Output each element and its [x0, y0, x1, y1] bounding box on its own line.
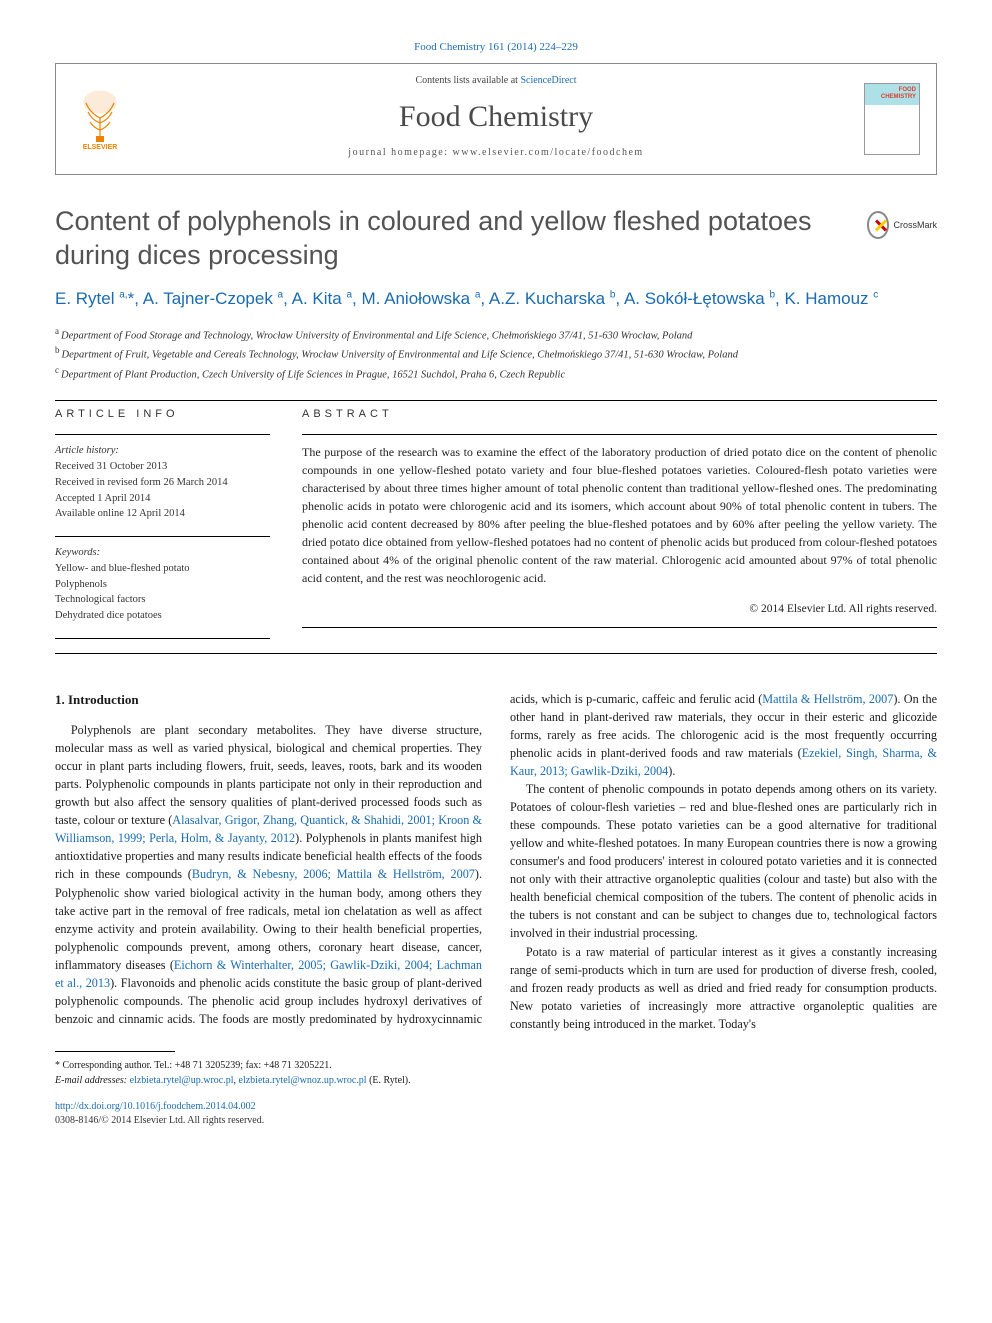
abstract-copyright: © 2014 Elsevier Ltd. All rights reserved…	[302, 601, 937, 617]
cover-thumb-icon	[864, 83, 920, 155]
email-line: E-mail addresses: elzbieta.rytel@up.wroc…	[55, 1073, 937, 1088]
keywords-block: Keywords: Yellow- and blue-fleshed potat…	[55, 545, 270, 624]
journal-header-box: ELSEVIER Contents lists available at Sci…	[55, 63, 937, 175]
elsevier-tree-icon: ELSEVIER	[72, 88, 128, 150]
abstract-header: ABSTRACT	[302, 407, 937, 422]
abstract-column: ABSTRACT The purpose of the research was…	[302, 407, 937, 647]
sciencedirect-link[interactable]: ScienceDirect	[520, 75, 576, 86]
article-info-header: ARTICLE INFO	[55, 407, 270, 422]
section-1-heading: 1. Introduction	[55, 690, 482, 709]
publisher-logo-left: ELSEVIER	[56, 64, 144, 174]
history-label: Article history:	[55, 445, 119, 456]
author-link[interactable]: K. Hamouz c	[784, 289, 878, 308]
citation-link[interactable]: Food Chemistry 161 (2014) 224–229	[414, 41, 578, 53]
citation-link[interactable]: Budryn, & Nebesny, 2006; Mattila & Hells…	[192, 867, 475, 881]
crossmark-button[interactable]: CrossMark	[867, 211, 937, 239]
article-info-column: ARTICLE INFO Article history: Received 3…	[55, 407, 270, 647]
contents-available-line: Contents lists available at ScienceDirec…	[144, 74, 848, 88]
body-paragraph: Potato is a raw material of particular i…	[510, 943, 937, 1033]
citation-link[interactable]: Mattila & Hellström, 2007	[762, 692, 893, 706]
keywords-label: Keywords:	[55, 547, 100, 558]
issn-copyright-line: 0308-8146/© 2014 Elsevier Ltd. All right…	[55, 1114, 937, 1128]
author-link[interactable]: A.Z. Kucharska b	[489, 289, 616, 308]
body-text-columns: 1. Introduction Polyphenols are plant se…	[55, 690, 937, 1033]
author-link[interactable]: M. Aniołowska a	[361, 289, 480, 308]
author-link[interactable]: E. Rytel a,*	[55, 289, 134, 308]
journal-homepage-url[interactable]: www.elsevier.com/locate/foodchem	[453, 147, 644, 158]
authors-line: E. Rytel a,*, A. Tajner-Czopek a, A. Kit…	[55, 287, 937, 311]
journal-name: Food Chemistry	[144, 96, 848, 138]
article-history-block: Article history: Received 31 October 201…	[55, 443, 270, 522]
citation-line: Food Chemistry 161 (2014) 224–229	[55, 40, 937, 55]
author-link[interactable]: A. Sokół-Łętowska b	[624, 289, 775, 308]
body-paragraph: The content of phenolic compounds in pot…	[510, 780, 937, 942]
divider-bottom	[55, 653, 937, 654]
journal-homepage-line: journal homepage: www.elsevier.com/locat…	[144, 146, 848, 160]
crossmark-label: CrossMark	[893, 219, 937, 232]
author-link[interactable]: A. Kita a	[292, 289, 352, 308]
email-link-1[interactable]: elzbieta.rytel@up.wroc.pl	[130, 1075, 234, 1086]
footnote-separator	[55, 1051, 175, 1052]
corresponding-author-note: * Corresponding author. Tel.: +48 71 320…	[55, 1058, 937, 1073]
header-center: Contents lists available at ScienceDirec…	[144, 64, 848, 174]
doi-line: http://dx.doi.org/10.1016/j.foodchem.201…	[55, 1100, 937, 1114]
affiliations-block: aDepartment of Food Storage and Technolo…	[55, 325, 937, 384]
author-link[interactable]: A. Tajner-Czopek a	[143, 289, 283, 308]
footnotes-block: * Corresponding author. Tel.: +48 71 320…	[55, 1058, 937, 1088]
journal-cover-thumb	[848, 64, 936, 174]
svg-text:ELSEVIER: ELSEVIER	[83, 144, 118, 150]
crossmark-icon	[867, 211, 889, 239]
article-title: Content of polyphenols in coloured and y…	[55, 205, 851, 273]
doi-link[interactable]: http://dx.doi.org/10.1016/j.foodchem.201…	[55, 1101, 256, 1112]
divider-top	[55, 400, 937, 401]
email-link-2[interactable]: elzbieta.rytel@wnoz.up.wroc.pl	[239, 1075, 367, 1086]
abstract-text: The purpose of the research was to exami…	[302, 443, 937, 587]
